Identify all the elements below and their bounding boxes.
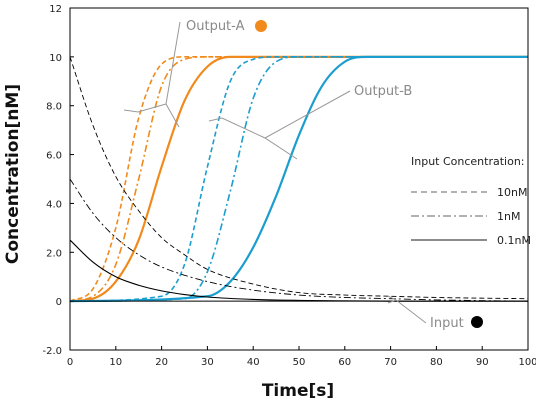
series-output-a-10nm bbox=[69, 56, 528, 302]
legend: Input Concentration: 10nM 1nM 0.1nM bbox=[411, 155, 531, 247]
annotation-output-b-label: Output-B bbox=[354, 84, 412, 99]
x-tick-label: 30 bbox=[201, 357, 214, 368]
series-output-b-0-1nm bbox=[69, 55, 528, 303]
annotation-input-bracket bbox=[387, 295, 398, 304]
y-tick-label: 8.0 bbox=[46, 102, 62, 113]
y-tick-label: 0 bbox=[56, 297, 62, 308]
x-tick-label: 60 bbox=[338, 357, 351, 368]
legend-label-1nm: 1nM bbox=[497, 210, 520, 223]
annotation-output-a-leader bbox=[165, 21, 181, 105]
annotation-output-a-bracket bbox=[123, 103, 180, 128]
annotation-input-leader bbox=[395, 299, 427, 324]
x-tick-label: 50 bbox=[293, 357, 306, 368]
y-tick-label: 2.0 bbox=[46, 248, 62, 259]
axes: 0 10 20 30 40 50 60 70 80 90 100 -2.0 0 2.0 4.0 6.0 8.0 1… bbox=[42, 4, 536, 368]
annotation-output-a-marker bbox=[255, 20, 267, 32]
x-tick-label: 0 bbox=[67, 357, 73, 368]
annotation-input-marker bbox=[471, 316, 483, 328]
y-tick-label: 6.0 bbox=[46, 151, 62, 162]
x-tick-label: 100 bbox=[518, 357, 536, 368]
series-input-1nm bbox=[69, 178, 529, 302]
y-tick-label: -2.0 bbox=[42, 346, 62, 357]
y-tick-label: 12 bbox=[49, 4, 62, 15]
x-tick-label: 80 bbox=[430, 357, 443, 368]
y-tick-label: 4.0 bbox=[46, 199, 62, 210]
x-tick-label: 10 bbox=[109, 357, 122, 368]
legend-label-10nm: 10nM bbox=[497, 186, 527, 199]
annotation-input-label: Input bbox=[430, 316, 464, 331]
x-tick-label: 90 bbox=[476, 357, 489, 368]
annotation-output-b-bracket bbox=[208, 117, 298, 160]
x-tick-label: 70 bbox=[384, 357, 397, 368]
y-tick-label: 10 bbox=[49, 53, 62, 64]
y-axis-title: Concentration[nM] bbox=[3, 84, 23, 264]
annotation-output-a-label: Output-A bbox=[186, 19, 245, 34]
legend-title: Input Concentration: bbox=[411, 155, 525, 168]
legend-label-0-1nm: 0.1nM bbox=[497, 234, 531, 247]
annotations: Output-A Output-B Input bbox=[123, 19, 483, 331]
x-tick-label: 40 bbox=[247, 357, 260, 368]
series-input-10nm bbox=[69, 56, 529, 300]
x-axis-title: Time[s] bbox=[262, 381, 334, 401]
x-tick-label: 20 bbox=[155, 357, 168, 368]
annotation-output-b-leader bbox=[264, 90, 351, 139]
